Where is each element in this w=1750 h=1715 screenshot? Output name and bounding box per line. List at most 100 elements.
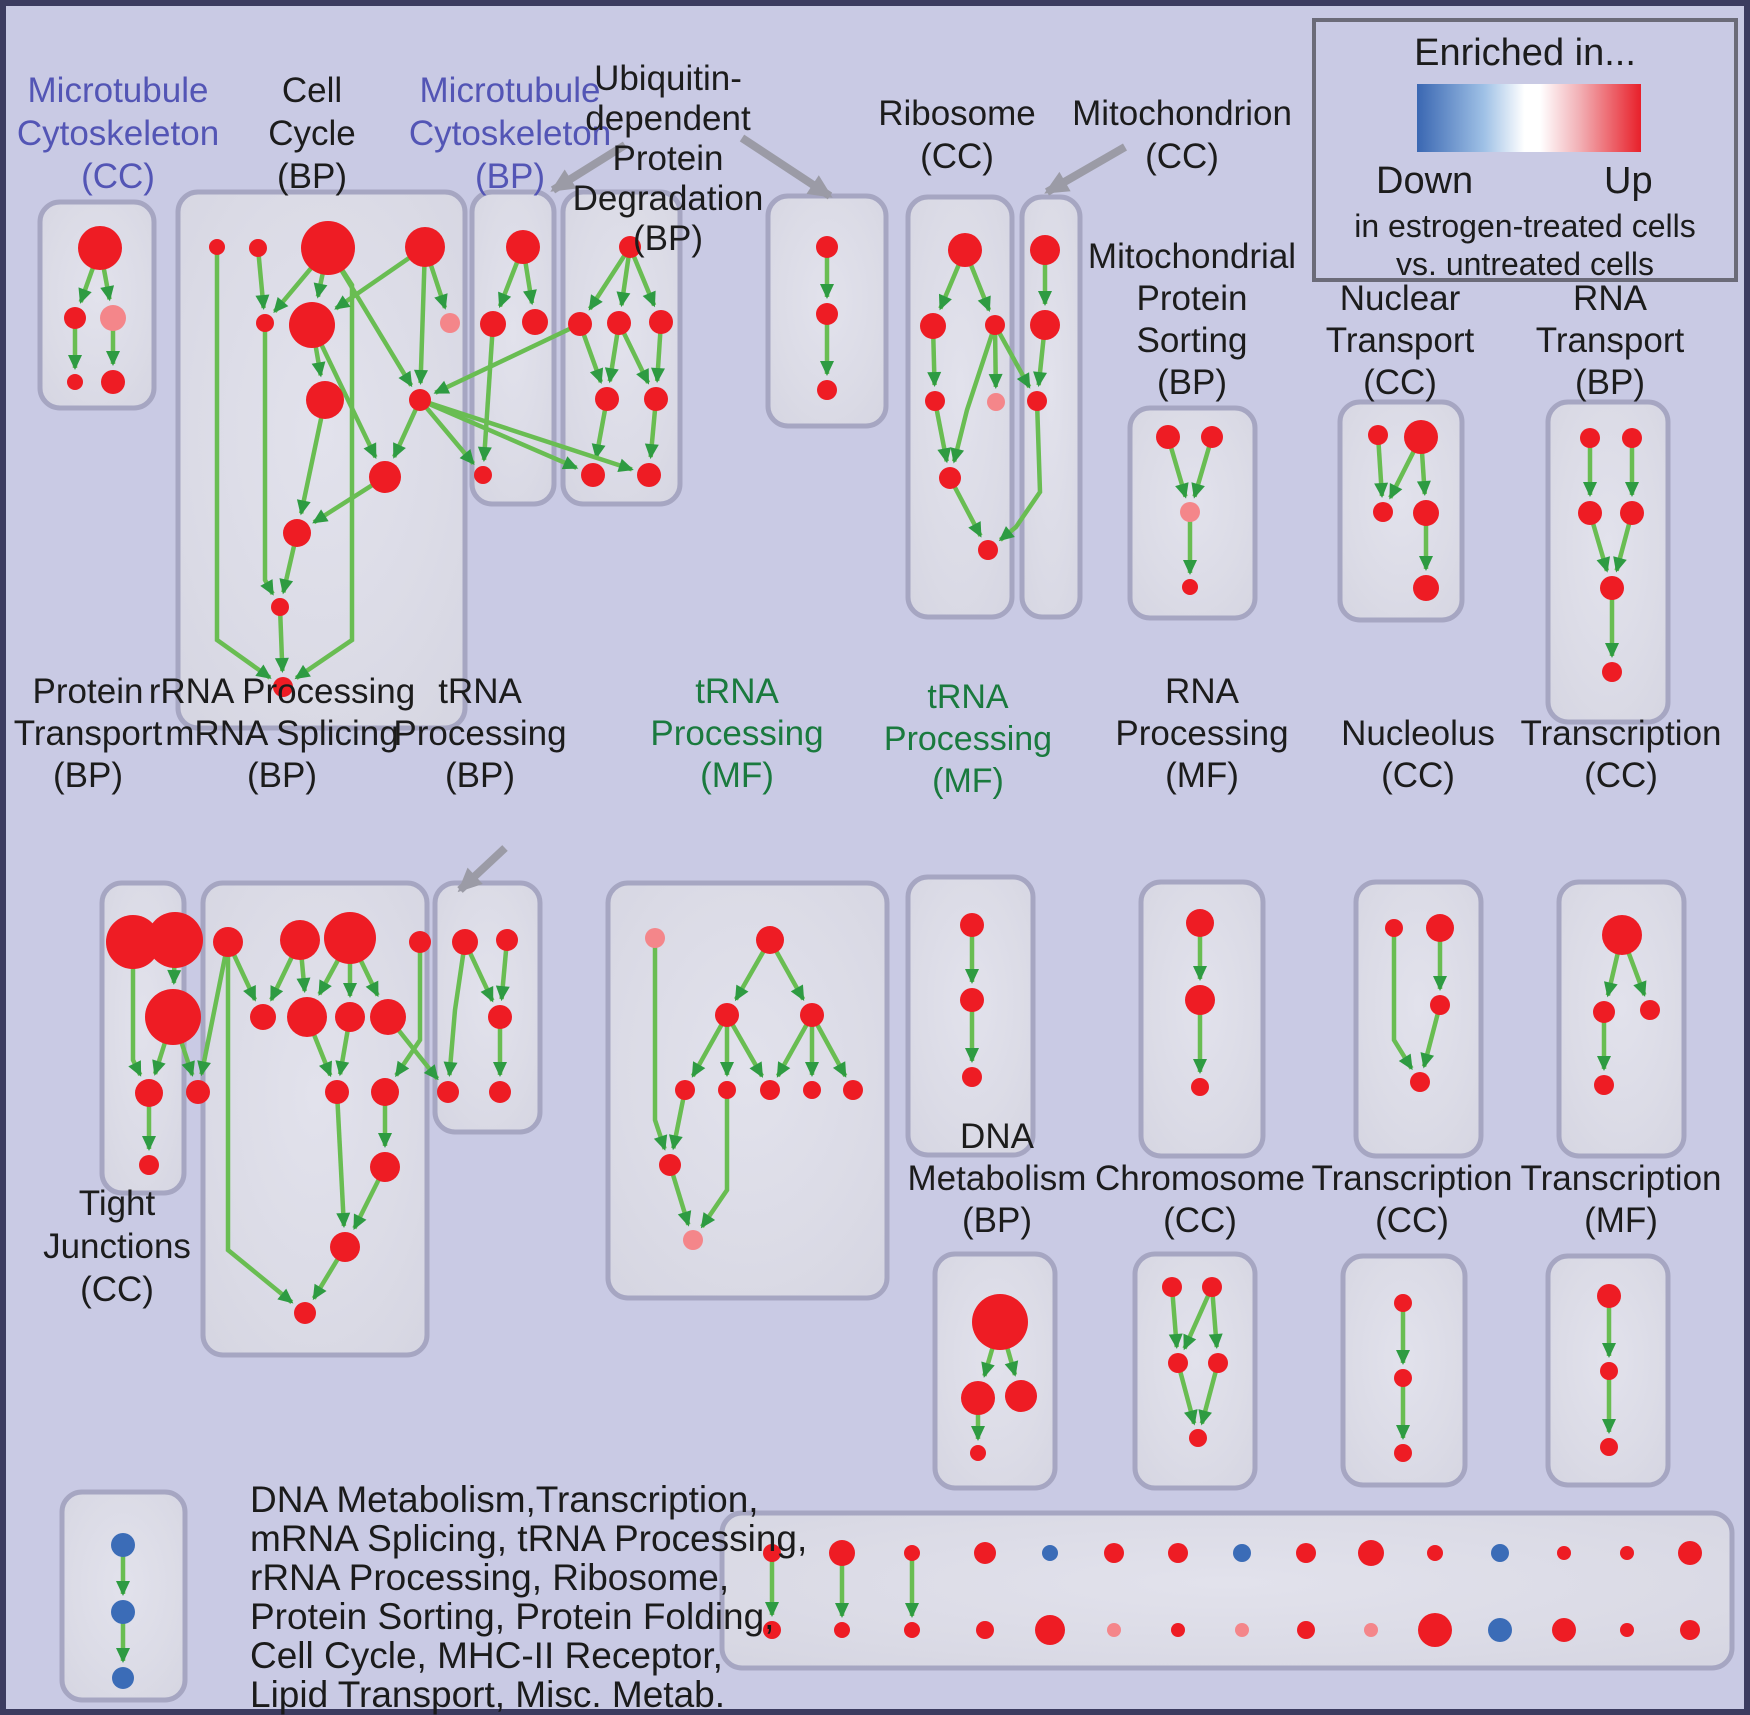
- enrichment-edge: [1182, 1286, 1215, 1351]
- go-term-node-g4-m1: [568, 312, 592, 336]
- go-term-node-g19-r: [970, 1445, 986, 1461]
- go-term-node-g20-b: [1189, 1429, 1207, 1447]
- go-term-node-g24-t6: [1104, 1543, 1124, 1563]
- go-term-node-g13-b1: [437, 1081, 459, 1103]
- enrichment-edge: [443, 941, 468, 1078]
- go-term-node-g10-t2: [1622, 428, 1642, 448]
- enrichment-edge: [1374, 434, 1389, 499]
- enrichment-edge: [394, 942, 423, 1078]
- enrichment-edge: [128, 942, 143, 1077]
- cluster-label-dna-metabolism: Metabolism: [908, 1159, 1087, 1198]
- go-term-node-g11-D: [135, 1079, 163, 1107]
- misc-terms-text: Lipid Transport, Misc. Metab.: [250, 1674, 725, 1715]
- go-term-node-g2-n9: [409, 389, 431, 411]
- enrichment-edge: [418, 398, 476, 466]
- go-term-node-g13-t1: [452, 929, 478, 955]
- go-term-node-g20-tl: [1162, 1277, 1182, 1297]
- cluster-label-ubiquitin: (BP): [633, 219, 703, 258]
- go-term-node-g2-n4: [405, 227, 445, 267]
- go-term-node-g12-f: [287, 997, 327, 1037]
- go-term-node-g11-E: [186, 1080, 210, 1104]
- cluster-label-tight-junctions: (CC): [80, 1270, 154, 1309]
- go-term-node-g9-b: [1413, 575, 1439, 601]
- go-term-node-g15-a: [960, 913, 984, 937]
- go-term-node-g24-b6: [1107, 1623, 1121, 1637]
- cluster-label-dna-metabolism: (BP): [962, 1201, 1032, 1240]
- enrichment-edge: [413, 246, 428, 386]
- go-term-node-g19-H: [972, 1294, 1028, 1350]
- cluster-label-tight-junctions: Junctions: [43, 1227, 191, 1266]
- go-term-node-g23-b: [111, 1600, 135, 1624]
- cluster-label-chromosome: (CC): [1163, 1201, 1237, 1240]
- go-term-node-g2-n10: [369, 461, 401, 493]
- cluster-label-cell-cycle: Cycle: [268, 114, 356, 153]
- cluster-label-transcription-cc3: (CC): [1375, 1201, 1449, 1240]
- enrichment-edge: [260, 323, 275, 596]
- go-term-node-g24-t8: [1233, 1544, 1251, 1562]
- go-term-node-g24-b10: [1364, 1623, 1378, 1637]
- go-term-node-g6-c: [925, 391, 945, 411]
- go-term-node-g12-d: [409, 931, 431, 953]
- go-term-node-g20-ml: [1168, 1353, 1188, 1373]
- cluster-label-mt-cc: (CC): [81, 157, 155, 196]
- cluster-label-rna-mf: (MF): [1165, 756, 1239, 795]
- go-term-node-g2-n2: [249, 239, 267, 257]
- go-term-node-g4-b1: [581, 463, 605, 487]
- enrichment-edge: [274, 606, 289, 674]
- go-term-node-g14-b1: [675, 1080, 695, 1100]
- cluster-label-transcription-cc3: Transcription: [1312, 1159, 1513, 1198]
- go-term-node-g8-a: [1156, 425, 1180, 449]
- go-term-node-g11-A: [106, 915, 160, 969]
- go-term-node-g24-b14: [1620, 1623, 1634, 1637]
- go-term-node-g21-c: [1394, 1444, 1412, 1462]
- enrichment-edge: [296, 399, 328, 516]
- cluster-label-ubiquitin: Protein: [613, 139, 724, 178]
- cluster-label-rna-transport: RNA: [1573, 279, 1648, 318]
- cluster-box-mixed-terms-strip: [719, 1510, 1735, 1671]
- go-term-node-g22-a: [1597, 1284, 1621, 1308]
- cluster-label-mitochondrion: Mitochondrion: [1072, 94, 1292, 133]
- enrichment-edge: [309, 324, 378, 459]
- cluster-label-rna-transport: (BP): [1575, 363, 1645, 402]
- cluster-label-trna-mf2: tRNA: [927, 678, 1009, 716]
- go-term-node-g24-t12: [1491, 1544, 1509, 1562]
- cluster-box-nuclear-transport-cc: [1337, 399, 1465, 623]
- legend-box: Enriched in... Down Up in estrogen-treat…: [1312, 18, 1738, 282]
- cluster-label-cell-cycle: (BP): [277, 157, 347, 196]
- go-term-node-g4-m2: [607, 311, 631, 335]
- cluster-label-trna-mf1: (MF): [700, 756, 774, 795]
- go-term-node-g8-b: [1201, 426, 1223, 448]
- enrichment-edge: [419, 397, 579, 470]
- go-term-node-g14-b3: [760, 1080, 780, 1100]
- enrichment-edge: [652, 938, 668, 1151]
- go-term-node-g6-d: [987, 393, 1005, 411]
- go-term-node-g8-p: [1180, 502, 1200, 522]
- cluster-label-rrna: rRNA Processing: [149, 672, 415, 711]
- cluster-box-chromosome-cc: [1132, 1251, 1258, 1491]
- go-term-node-g17-s: [1385, 919, 1403, 937]
- go-term-node-g2-n7: [440, 313, 460, 333]
- go-term-node-g12-m: [294, 1302, 316, 1324]
- cluster-label-mitochondrion: (CC): [1145, 137, 1219, 176]
- go-term-node-g1-c: [100, 305, 126, 331]
- legend-title: Enriched in...: [1414, 32, 1636, 74]
- go-term-node-g21-b: [1394, 1369, 1412, 1387]
- go-term-node-g12-j: [371, 1078, 399, 1106]
- misc-terms-text: mRNA Splicing, tRNA Processing,: [250, 1518, 807, 1559]
- legend-up-label: Up: [1604, 160, 1653, 202]
- cluster-label-rrna: mRNA Splicing: [165, 714, 398, 753]
- go-term-node-g24-b12: [1488, 1618, 1512, 1642]
- go-term-node-g24-t1: [763, 1544, 781, 1562]
- cluster-label-rna-mf: RNA: [1165, 672, 1240, 711]
- go-term-node-g16-b: [1185, 985, 1215, 1015]
- cluster-label-mt-bp: Microtubule: [420, 71, 601, 110]
- go-term-node-g18-big: [1602, 915, 1642, 955]
- go-term-node-g13-b2: [489, 1081, 511, 1103]
- go-term-node-g24-t9: [1296, 1543, 1316, 1563]
- cluster-box-ubiquitin-degradation-bp: [560, 189, 683, 507]
- cluster-label-mt-bp: (BP): [475, 157, 545, 196]
- enrichment-edge: [587, 245, 632, 311]
- misc-terms-text: Protein Sorting, Protein Folding,: [250, 1596, 774, 1637]
- ubiquitin-pointer-left-icon: [550, 141, 628, 194]
